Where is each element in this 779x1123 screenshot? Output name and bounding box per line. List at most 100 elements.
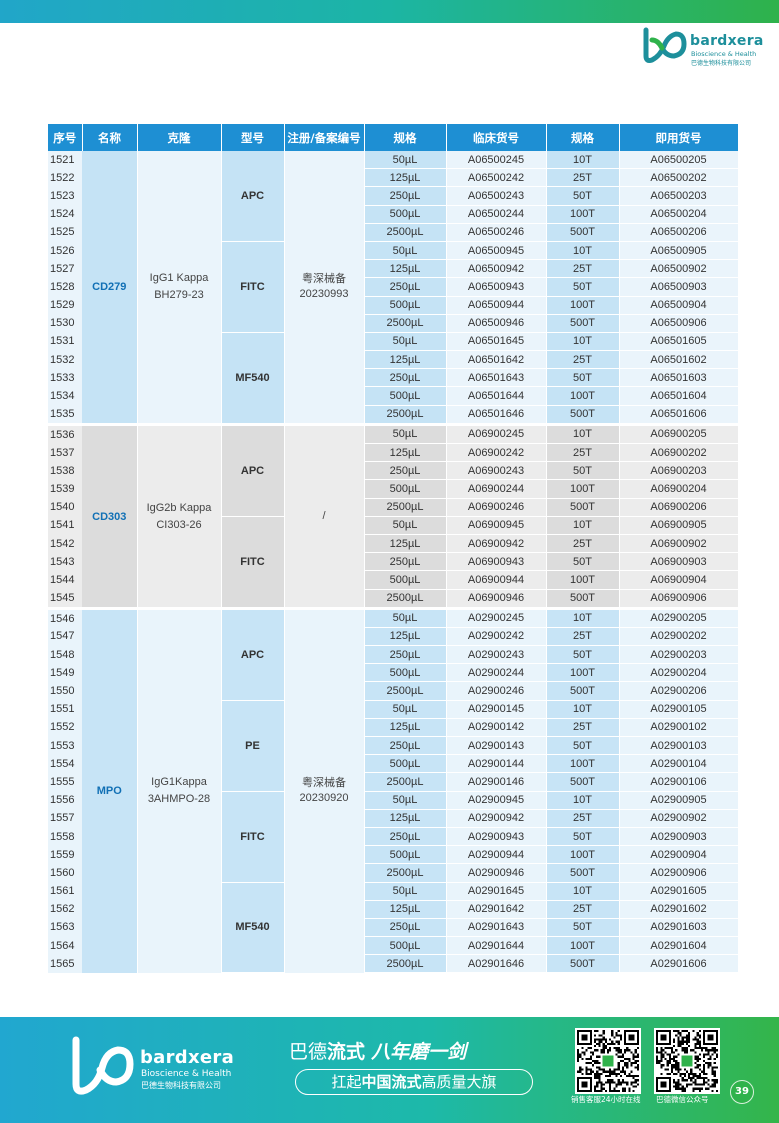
ready-code-cell: A06500203 [619,186,739,206]
row-number: 1542 [48,534,82,553]
clinical-code-cell: A06500243 [446,186,547,206]
footer-brand-sub-en: Bioscience & Health [141,1069,232,1079]
test-spec-cell: 10T [546,791,620,810]
table-row: 1532 125µL A06501642 25T A06501602 [48,350,739,370]
clinical-code-cell: A02901643 [446,918,547,938]
test-spec-cell: 10T [546,609,620,628]
clinical-code-cell: A02900946 [446,863,547,883]
row-number: 1553 [48,736,82,755]
ready-code-cell: A06501606 [619,405,739,424]
clinical-code-cell: A06900946 [446,589,547,608]
spec-cell: 500µL [364,936,447,956]
spec-cell: 125µL [364,443,447,463]
table-row: 1562 125µL A02901642 25T A02901602 [48,900,739,919]
clone-cell: IgG1Kappa 3AHMPO-28 [137,609,222,973]
table-row: 1549 500µL A02900244 100T A02900204 [48,663,739,683]
spec-cell: 50µL [364,516,447,535]
table-header: 序号 名称 克隆 型号 注册/备案编号 规格 临床货号 规格 即用货号 [48,124,739,151]
slogan-part-b: 流式 [327,1041,366,1063]
table-row: 1523 250µL A06500243 50T A06500203 [48,186,739,206]
row-number: 1528 [48,277,82,296]
model-cell: FITC [221,791,285,883]
test-spec-cell: 100T [546,386,620,406]
ready-code-cell: A06500904 [619,296,739,315]
model-cell: FITC [221,241,285,333]
slogan2-part-b: 中国流式 [361,1073,422,1091]
ready-code-cell: A02900106 [619,772,739,792]
brand-logo: bardxera Bioscience & Health 巴德生物科技有限公司 [640,26,775,68]
spec-cell: 250µL [364,827,447,847]
ready-code-cell: A06900906 [619,589,739,608]
spec-cell: 2500µL [364,954,447,974]
clinical-code-cell: A02900942 [446,809,547,828]
slogan-part-c: 八年磨一剑 [371,1041,467,1063]
row-number: 1554 [48,754,82,773]
table-row: 1526 FITC 50µL A06500945 10T A06500905 [48,241,739,333]
footer-slogan-pill: 扛起中国流式高质量大旗 [295,1069,533,1095]
table-row: 1521 CD279 IgG1 Kappa BH279-23 APC 粤深械备 202309… [48,151,739,424]
ready-code-cell: A06900904 [619,570,739,590]
clinical-code-cell: A02900246 [446,681,547,701]
table-row: 1565 2500µL A02901646 500T A02901606 [48,954,739,974]
clinical-code-cell: A06500945 [446,241,547,261]
test-spec-cell: 10T [546,241,620,261]
footer-slogan: 巴德流式 八年磨一剑 [289,1037,466,1064]
table-row: 1531 MF540 50µL A06501645 10T A06501605 [48,332,739,424]
spec-cell: 50µL [364,882,447,901]
ready-code-cell: A02900206 [619,681,739,701]
ready-code-cell: A06500906 [619,314,739,333]
clinical-code-cell: A02900146 [446,772,547,792]
ready-code-cell: A02901603 [619,918,739,938]
spec-cell: 500µL [364,296,447,315]
spec-cell: 125µL [364,259,447,279]
ready-code-cell: A06900902 [619,534,739,554]
ready-code-cell: A02900102 [619,718,739,738]
ready-code-cell: A02901604 [619,936,739,956]
ready-code-cell: A02900204 [619,663,739,683]
spec-cell: 250µL [364,186,447,206]
table-row: 1524 500µL A06500244 100T A06500204 [48,205,739,224]
ready-code-cell: A06500903 [619,277,739,297]
ready-code-cell: A06900205 [619,425,739,444]
test-spec-cell: 100T [546,754,620,774]
test-spec-cell: 50T [546,368,620,388]
spec-cell: 250µL [364,736,447,756]
test-spec-cell: 25T [546,718,620,738]
spec-cell: 125µL [364,168,447,188]
row-number: 1541 [48,516,82,535]
slogan-part-a: 巴德 [289,1041,328,1063]
ready-code-cell: A02900105 [619,700,739,719]
table-row: 1538 250µL A06900243 50T A06900203 [48,461,739,481]
top-color-bar [0,0,779,23]
table-row: 1554 500µL A02900144 100T A02900104 [48,754,739,774]
clinical-code-cell: A06900244 [446,479,547,499]
row-number: 1557 [48,809,82,828]
test-spec-cell: 25T [546,259,620,279]
registration-cell: 粤深械备 20230993 [284,151,365,424]
clinical-code-cell: A02900143 [446,736,547,756]
product-name: CD279 [82,151,138,424]
table-row: 1541 FITC 50µL A06900945 10T A06900905 [48,516,739,608]
table-row: 1525 2500µL A06500246 500T A06500206 [48,223,739,242]
spec-cell: 125µL [364,350,447,370]
table-row: 1552 125µL A02900142 25T A02900102 [48,718,739,738]
row-number: 1526 [48,241,82,260]
clinical-code-cell: A02900145 [446,700,547,719]
row-number: 1562 [48,900,82,919]
test-spec-cell: 500T [546,405,620,424]
spec-cell: 250µL [364,645,447,665]
spec-cell: 50µL [364,332,447,352]
spec-cell: 50µL [364,609,447,628]
wechat-qr-code-icon[interactable] [654,1028,720,1094]
row-number: 1552 [48,718,82,737]
footer-brand-sub-cn: 巴德生物科技有限公司 [141,1081,221,1090]
row-number: 1560 [48,863,82,882]
footer-brand-mark-icon [72,1036,134,1095]
ready-code-cell: A06500204 [619,205,739,224]
clinical-code-cell: A06900943 [446,552,547,572]
spec-cell: 125µL [364,534,447,554]
sales-qr-code-icon[interactable] [575,1028,641,1094]
table-row: 1534 500µL A06501644 100T A06501604 [48,386,739,406]
registration-cell: 粤深械备 20230920 [284,609,365,973]
ready-code-cell: A06500206 [619,223,739,242]
